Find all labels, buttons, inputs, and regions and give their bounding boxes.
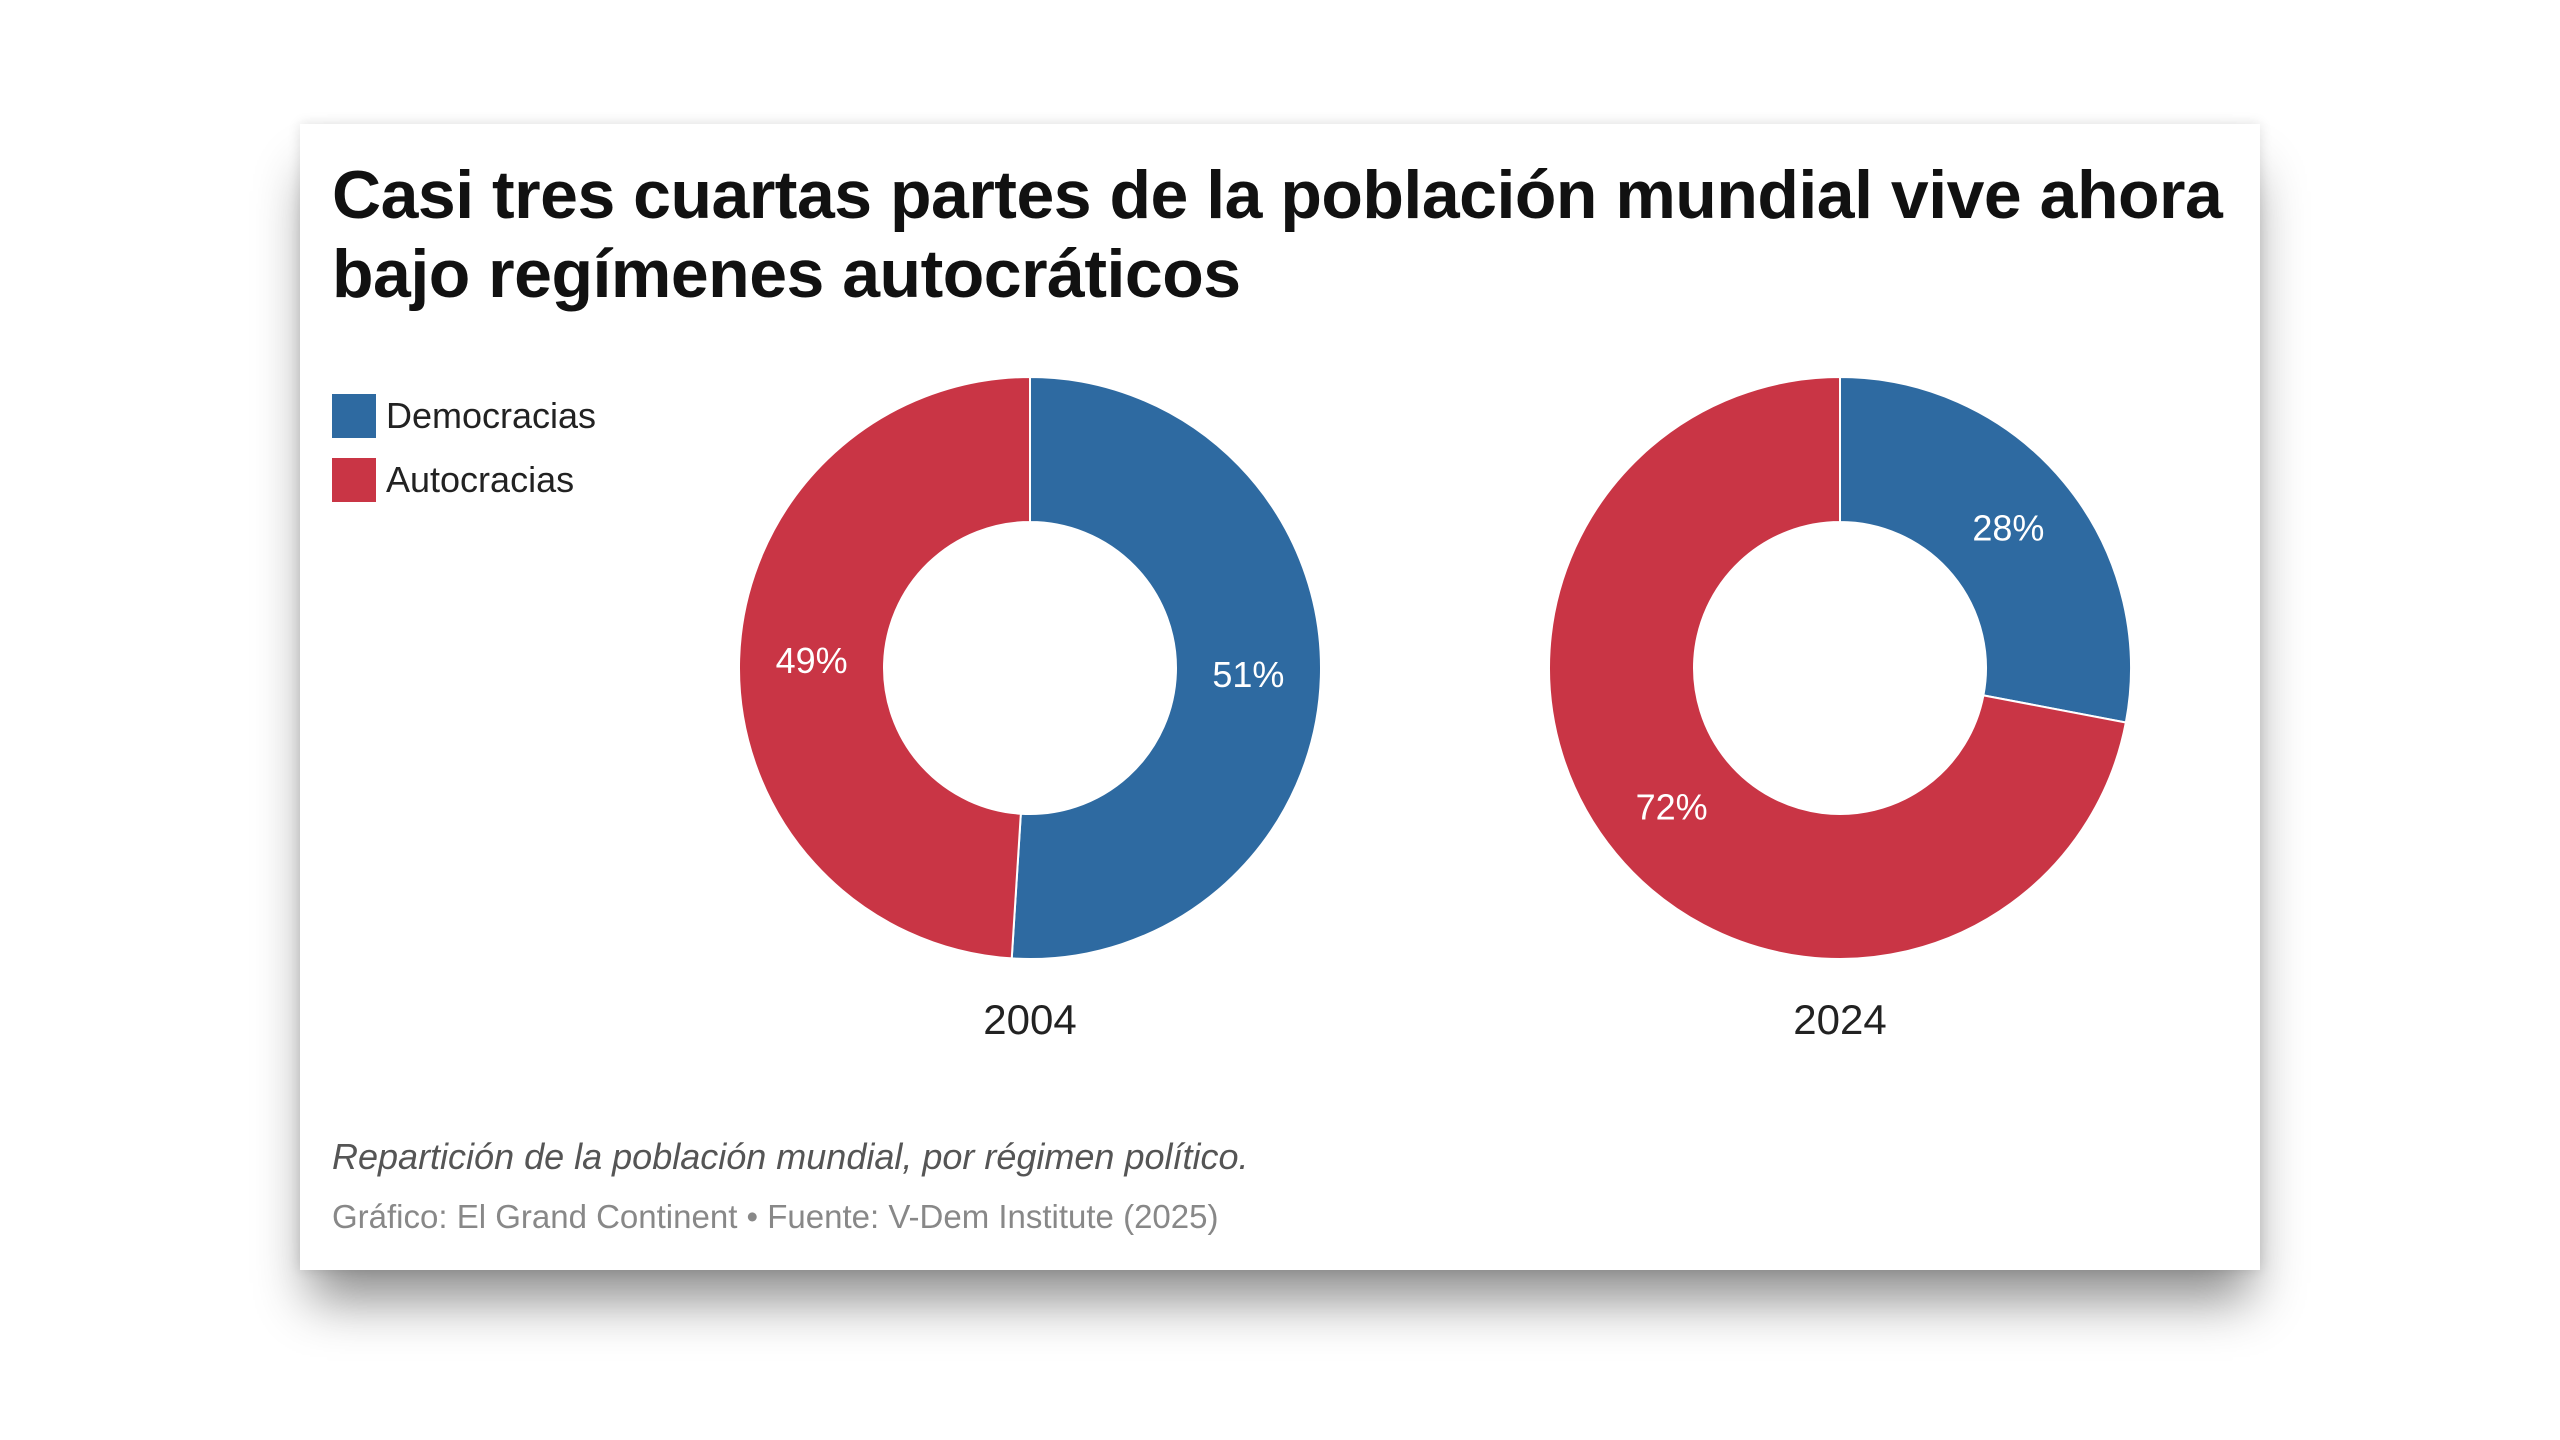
data-label: 51% <box>1212 654 1284 695</box>
legend-swatch-autocracias <box>332 458 376 502</box>
chart-subtitle: Repartición de la población mundial, por… <box>332 1136 1249 1177</box>
year-label: 2004 <box>983 996 1076 1043</box>
legend: Democracias Autocracias <box>332 394 596 522</box>
donut-charts: 51% 49% 2004 28% 72% 2024 <box>738 375 2133 1043</box>
year-label: 2024 <box>1793 996 1886 1043</box>
donut-slice-autocracias-2004 <box>738 375 1031 960</box>
donut-slice-autocracias-2024 <box>1548 375 2128 960</box>
legend-item-autocracias: Autocracias <box>332 458 596 502</box>
legend-item-democracias: Democracias <box>332 394 596 438</box>
chart-title: Casi tres cuartas partes de la población… <box>332 157 2223 312</box>
donut-slice-democracias-2004 <box>1010 375 1322 960</box>
legend-swatch-democracias <box>332 394 376 438</box>
data-label: 72% <box>1636 786 1708 827</box>
legend-label: Autocracias <box>386 459 575 500</box>
data-label: 49% <box>776 640 848 681</box>
chart-source: Gráfico: El Grand Continent • Fuente: V-… <box>332 1198 1219 1235</box>
legend-label: Democracias <box>386 395 597 436</box>
chart-card: Casi tres cuartas partes de la población… <box>300 124 2260 1270</box>
donut-slice-democracias-2024 <box>1839 375 2133 724</box>
data-label: 28% <box>1972 508 2044 549</box>
